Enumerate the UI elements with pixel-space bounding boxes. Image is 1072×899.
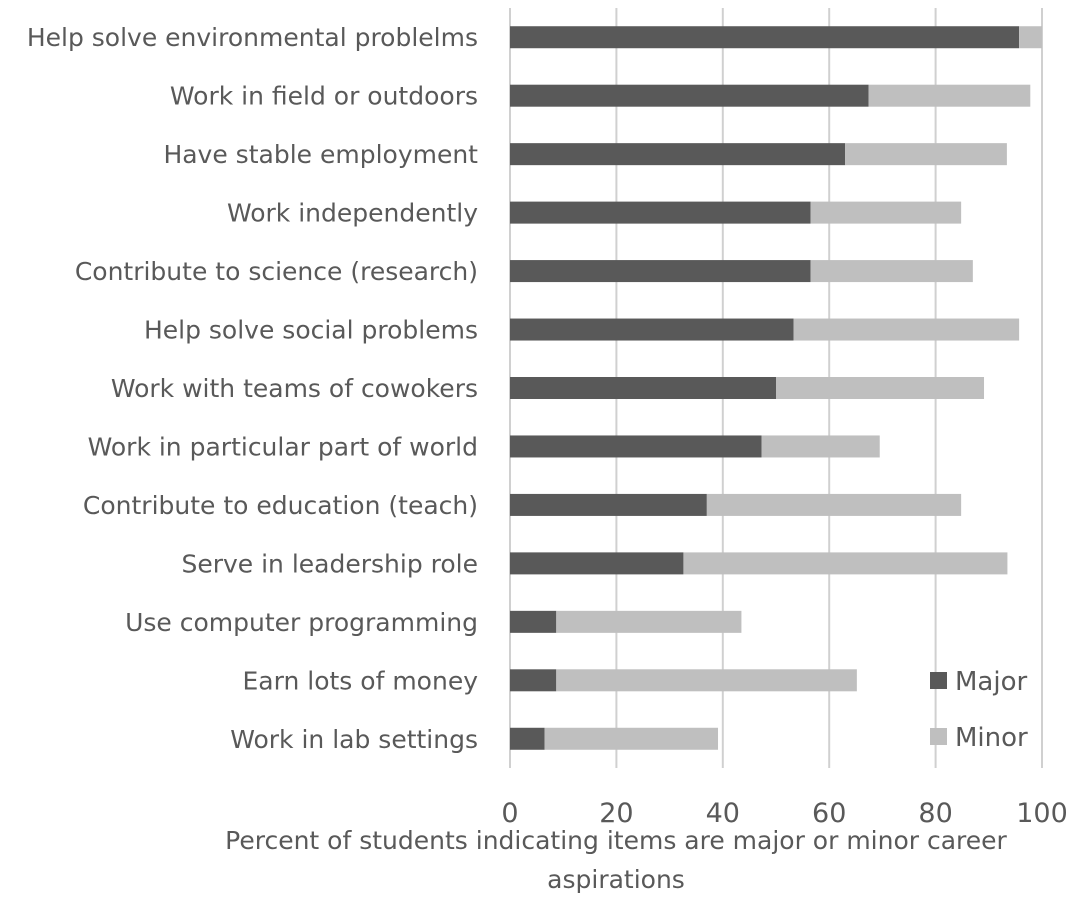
x-tick-label: 20 xyxy=(599,798,633,829)
bar-major-11 xyxy=(510,669,557,692)
category-label: Contribute to science (research) xyxy=(75,257,478,286)
x-tick-label: 80 xyxy=(918,798,952,829)
bar-minor-6 xyxy=(776,377,985,399)
bar-minor-3 xyxy=(810,201,962,224)
category-label: Contribute to education (teach) xyxy=(83,491,478,520)
x-tick-label: 100 xyxy=(1016,798,1068,829)
x-axis-title-line-1: Percent of students indicating items are… xyxy=(225,826,1007,855)
x-tick-labels: 0 20 40 60 80 100 xyxy=(501,798,1067,829)
category-label: Serve in leadership role xyxy=(181,549,478,578)
bar-minor-11 xyxy=(556,669,857,692)
legend: Major Minor xyxy=(930,667,1028,753)
bar-major-0 xyxy=(510,26,1020,49)
category-label: Work in field or outdoors xyxy=(170,82,478,111)
bar-major-6 xyxy=(510,377,776,399)
bar-minor-1 xyxy=(868,84,1031,107)
category-label: Earn lots of money xyxy=(243,666,479,695)
bar-major-9 xyxy=(510,552,684,575)
legend-label-major: Major xyxy=(955,667,1027,697)
bars xyxy=(510,26,1042,750)
category-label: Have stable employment xyxy=(163,140,478,169)
x-tick-label: 60 xyxy=(812,798,846,829)
bar-minor-10 xyxy=(556,610,742,633)
bar-minor-9 xyxy=(683,552,1008,575)
bar-minor-4 xyxy=(810,260,973,283)
category-label: Help solve social problems xyxy=(144,316,478,345)
bar-major-12 xyxy=(510,727,545,750)
category-label: Use computer programming xyxy=(125,608,478,637)
bar-major-2 xyxy=(510,143,846,166)
x-axis-title-line-2: aspirations xyxy=(547,865,685,894)
category-label: Work with teams of cowokers xyxy=(111,374,478,403)
category-label: Work independently xyxy=(227,199,478,228)
bar-minor-7 xyxy=(761,435,880,458)
legend-label-minor: Minor xyxy=(955,723,1028,753)
bar-minor-2 xyxy=(845,143,1007,166)
bar-minor-12 xyxy=(544,727,719,750)
category-label: Help solve environmental problelms xyxy=(27,23,478,52)
category-label: Work in particular part of world xyxy=(88,432,478,461)
bar-major-5 xyxy=(510,318,794,341)
bar-major-10 xyxy=(510,610,557,633)
bar-major-8 xyxy=(510,493,707,516)
category-labels: Help solve environmental problelms Work i… xyxy=(27,23,478,754)
bar-minor-8 xyxy=(706,493,962,516)
x-tick-label: 0 xyxy=(501,798,518,829)
bar-major-4 xyxy=(510,260,811,283)
bar-major-1 xyxy=(510,84,869,107)
bar-major-7 xyxy=(510,435,762,458)
legend-swatch-major xyxy=(930,672,947,689)
bar-minor-5 xyxy=(793,318,1020,341)
legend-swatch-minor xyxy=(930,728,947,745)
bar-minor-0 xyxy=(1019,26,1042,49)
category-label: Work in lab settings xyxy=(230,725,478,754)
x-tick-label: 40 xyxy=(706,798,740,829)
bar-major-3 xyxy=(510,201,811,224)
